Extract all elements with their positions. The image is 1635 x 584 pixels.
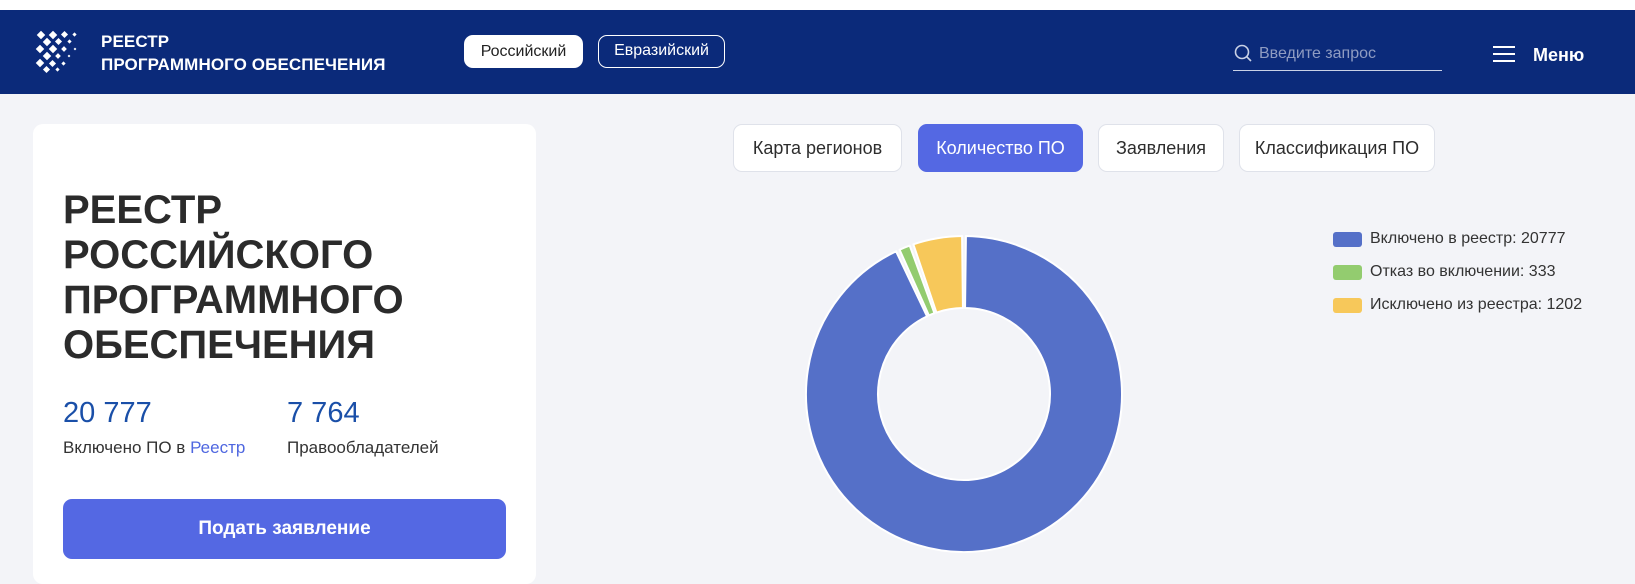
- hamburger-icon: [1493, 46, 1515, 62]
- brand-title[interactable]: РЕЕСТР ПРОГРАММНОГО ОБЕСПЕЧЕНИЯ: [101, 30, 386, 76]
- stat-value: 7 764: [287, 397, 360, 429]
- header: РЕЕСТР ПРОГРАММНОГО ОБЕСПЕЧЕНИЯ Российск…: [0, 10, 1635, 94]
- donut-chart: [805, 235, 1123, 553]
- stat-included-software: 20 777 Включено ПО в Реестр: [63, 396, 245, 458]
- search-box: [1233, 41, 1442, 71]
- legend-label: Исключено из реестра: 1202: [1370, 296, 1583, 313]
- slice-excluded[interactable]: [912, 235, 964, 314]
- legend-label: Включено в реестр: 20777: [1370, 230, 1566, 247]
- registry-tab-russian[interactable]: Российский: [464, 35, 583, 68]
- stat-label: Правообладателей: [287, 438, 439, 457]
- top-strip: [0, 0, 1635, 10]
- legend-swatch: [1333, 298, 1362, 313]
- slice-rejected[interactable]: [898, 244, 936, 317]
- legend-label: Отказ во включении: 333: [1370, 263, 1556, 280]
- search-icon[interactable]: [1234, 44, 1252, 62]
- brand-line-1: РЕЕСТР: [101, 32, 170, 51]
- registry-info-card: РЕЕСТР РОССИЙСКОГО ПРОГРАММНОГО ОБЕСПЕЧЕ…: [33, 124, 536, 584]
- stat-label: Включено ПО в Реестр: [63, 438, 245, 458]
- tab-applications[interactable]: Заявления: [1098, 124, 1224, 172]
- legend-swatch: [1333, 265, 1362, 280]
- slice-included[interactable]: [805, 235, 1123, 553]
- search-input[interactable]: [1257, 41, 1441, 67]
- stat-label-text: Включено ПО в: [63, 438, 191, 457]
- registry-link[interactable]: Реестр: [190, 438, 246, 457]
- tab-software-count[interactable]: Количество ПО: [918, 124, 1083, 172]
- stat-rightholders: 7 764 Правообладателей: [287, 396, 439, 458]
- tab-regions-map[interactable]: Карта регионов: [733, 124, 902, 172]
- stat-value: 20 777: [63, 397, 152, 429]
- submit-application-button[interactable]: Подать заявление: [63, 499, 506, 559]
- registry-logo-icon: [35, 30, 77, 74]
- menu-label: Меню: [1533, 45, 1585, 65]
- registry-tab-eurasian[interactable]: Евразийский: [598, 35, 725, 68]
- page-title: РЕЕСТР РОССИЙСКОГО ПРОГРАММНОГО ОБЕСПЕЧЕ…: [63, 188, 404, 367]
- tab-software-classification[interactable]: Классификация ПО: [1239, 124, 1435, 172]
- brand-line-2: ПРОГРАММНОГО ОБЕСПЕЧЕНИЯ: [101, 55, 386, 74]
- legend-swatch: [1333, 232, 1362, 247]
